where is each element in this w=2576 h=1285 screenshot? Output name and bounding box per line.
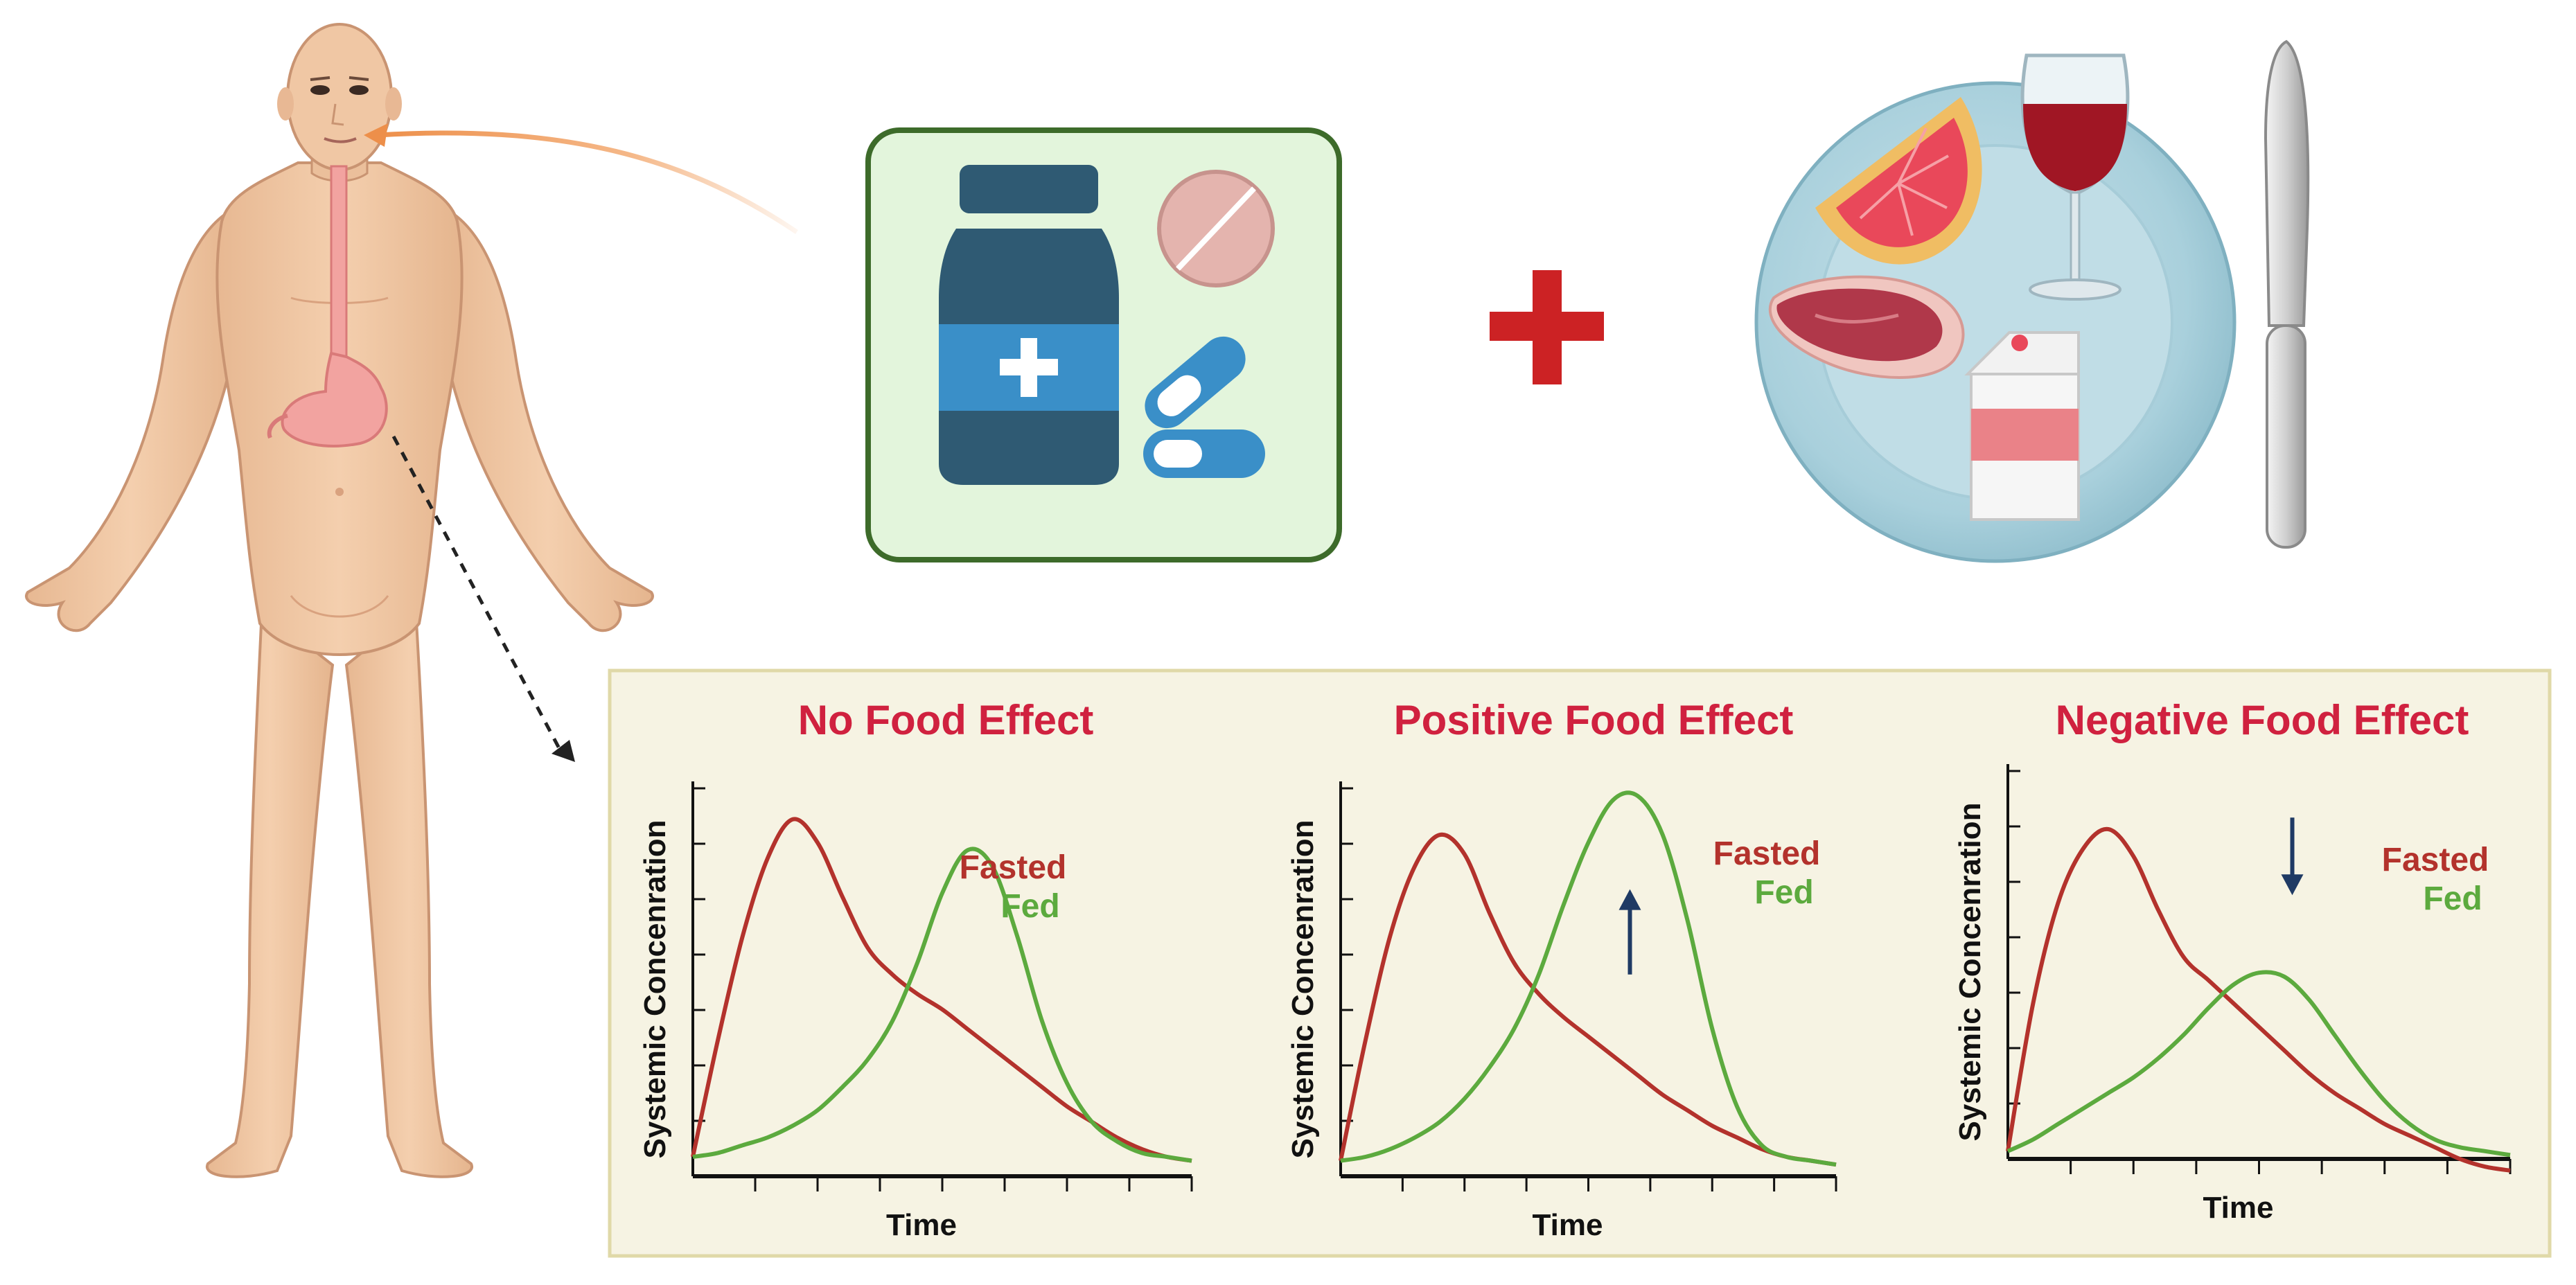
series-line-fasted [1339, 832, 1837, 1167]
chart-2: Positive Food Effect Time Systemic Concenr… [1286, 697, 1837, 1242]
medicine-bottle-icon [939, 165, 1119, 485]
steak-icon [1768, 275, 1965, 379]
x-axis-label: Time [886, 1208, 957, 1242]
dashed-arrowhead [552, 740, 575, 762]
tablet-icon [1157, 170, 1275, 287]
chart-title: Positive Food Effect [1394, 697, 1794, 743]
intake-arrow [377, 130, 798, 234]
milk-carton-icon [1964, 331, 2080, 521]
wine-glass-icon [2020, 53, 2130, 301]
series-line-fed [692, 847, 1192, 1163]
decrease-arrowhead [2281, 874, 2304, 896]
y-axis-label: Systemic Concenration [1286, 819, 1320, 1158]
capsule-icon [1143, 336, 1265, 478]
increase-arrowhead [1618, 889, 1641, 910]
chart-title: Negative Food Effect [2056, 697, 2469, 743]
legend-fed: Fed [2423, 880, 2482, 917]
chart-title: No Food Effect [798, 697, 1094, 743]
intake-arrowhead [364, 123, 388, 147]
dashed-arrow [391, 435, 562, 751]
x-axis-label: Time [1533, 1208, 1603, 1242]
legend-fed: Fed [1000, 888, 1059, 925]
series-line-fasted [2006, 826, 2511, 1173]
series-line-fed [2006, 970, 2511, 1158]
x-axis-label: Time [2203, 1191, 2274, 1225]
grapefruit-icon [1815, 97, 1982, 265]
y-axis-label: Systemic Concenration [1953, 802, 1987, 1141]
y-axis-label: Systemic Concenration [638, 819, 672, 1158]
legend-fed: Fed [1754, 874, 1813, 911]
legend-fasted: Fasted [2382, 842, 2489, 878]
knife-icon [2264, 39, 2310, 549]
stomach-icon [267, 165, 388, 447]
plus-icon [1490, 270, 1604, 384]
legend-fasted: Fasted [960, 849, 1067, 886]
medicine-box [865, 127, 1342, 562]
chart-1: No Food Effect Time Systemic Concenration F… [638, 697, 1193, 1242]
chart-3: Negative Food Effect Time Systemic Concenr… [1953, 697, 2512, 1225]
charts-group: No Food Effect Time Systemic Concenration F… [638, 697, 2512, 1242]
series-line-fed [1340, 790, 1837, 1167]
legend-fasted: Fasted [1713, 835, 1821, 872]
